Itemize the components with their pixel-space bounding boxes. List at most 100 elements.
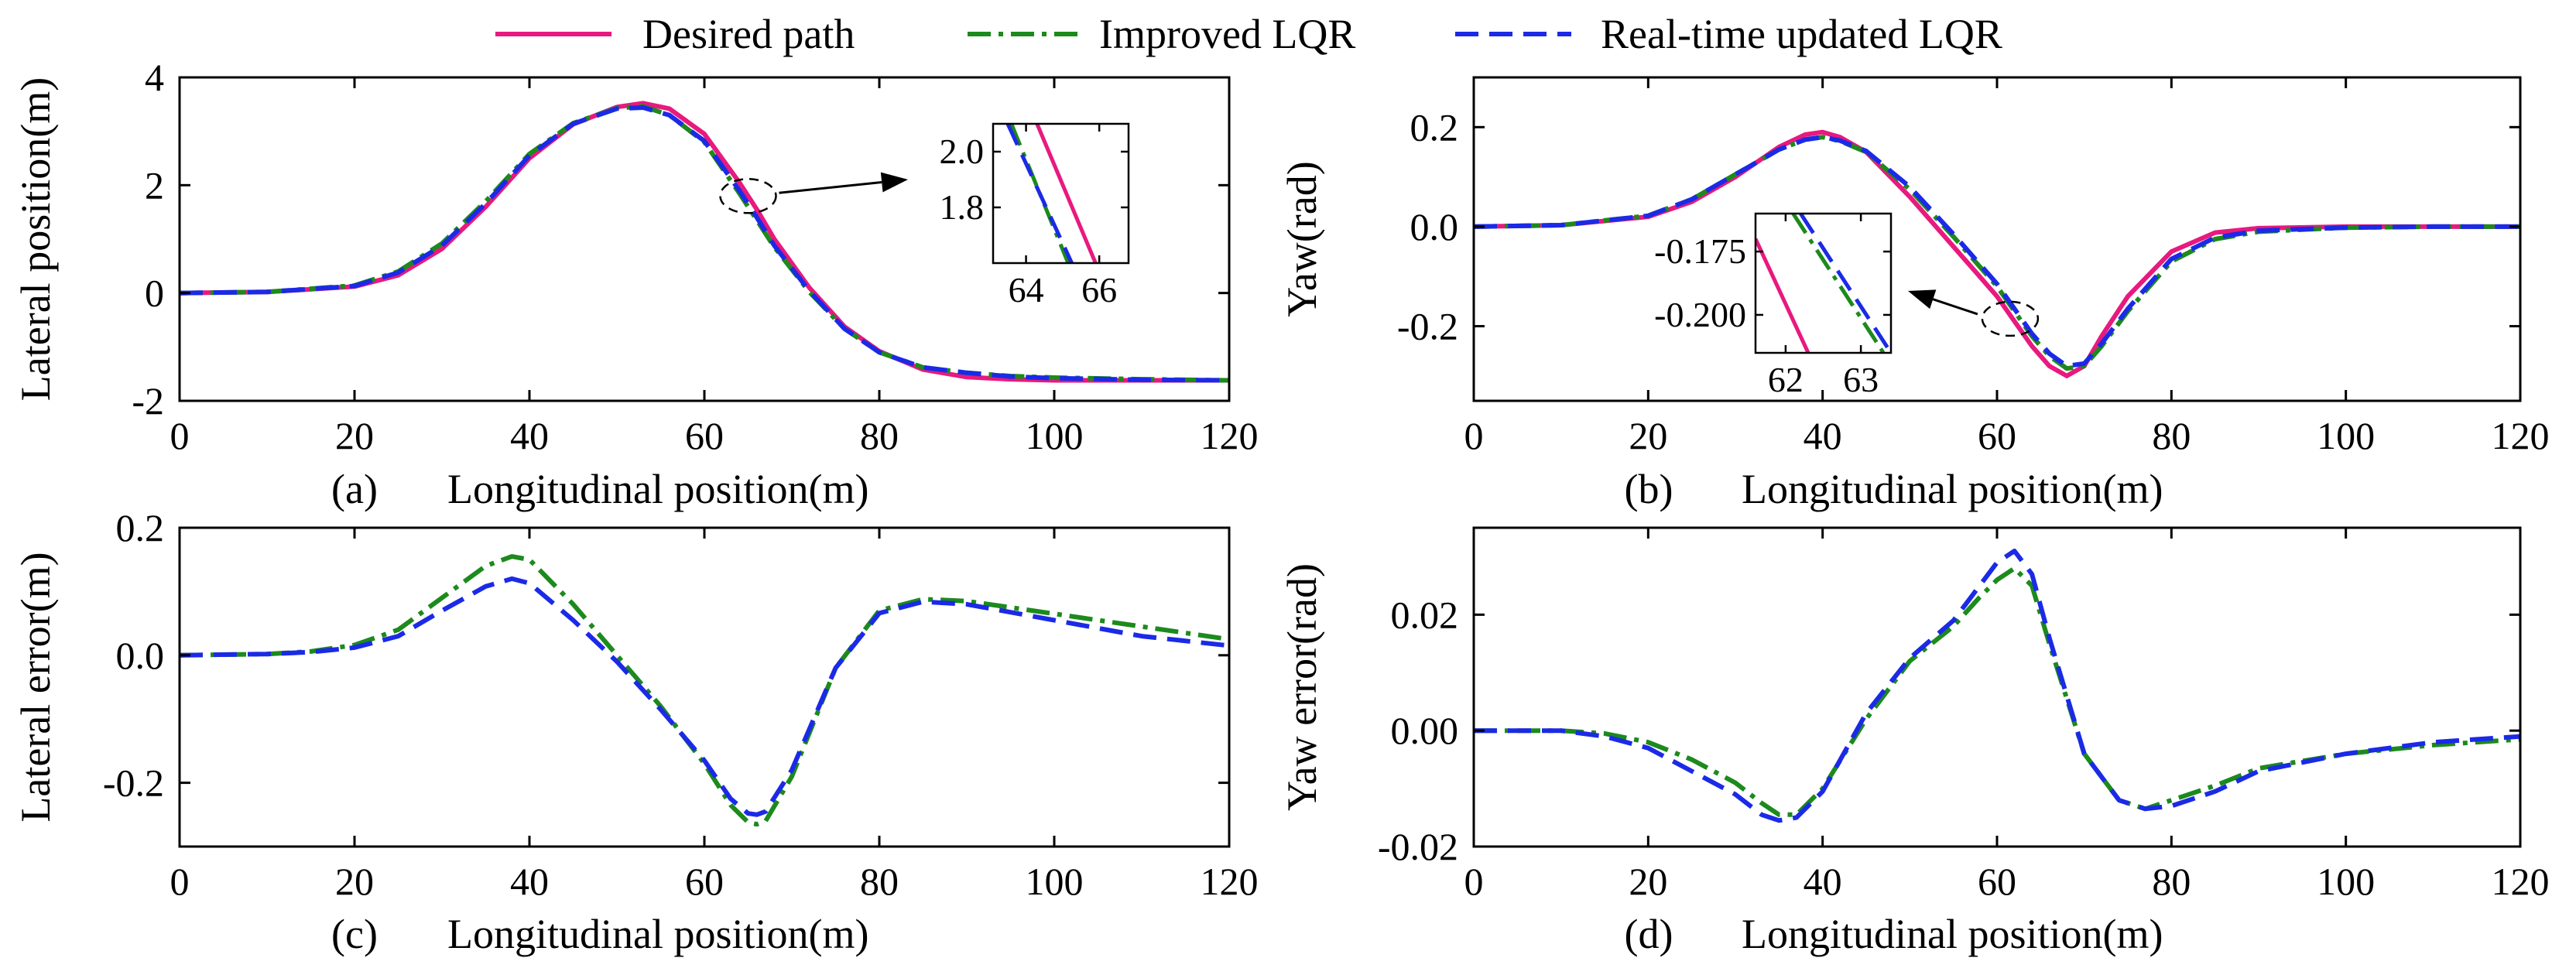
y-tick-label: 0.0	[116, 634, 165, 677]
series-group-a	[180, 101, 1229, 383]
y-axis-label-a: Lateral position(m)	[12, 77, 59, 401]
inset-y-tick-label: -0.200	[1654, 295, 1746, 334]
y-tick-label: 4	[145, 56, 164, 99]
inset-y-tick-label: -0.175	[1654, 231, 1746, 271]
y-axis-label-c: Lateral error(m)	[12, 552, 59, 822]
x-tick-label: 80	[2152, 860, 2191, 903]
legend-label-2: Improved LQR	[1099, 11, 1355, 57]
x-tick-label: 0	[1464, 860, 1484, 903]
x-tick-label: 0	[1464, 414, 1484, 457]
legend: Desired path Improved LQR Real-time update…	[495, 11, 2002, 57]
zoom-target-ellipse	[1981, 300, 2040, 337]
y-axis-label-d: Yaw error(rad)	[1279, 563, 1325, 811]
inset-x-tick-label: 63	[1843, 360, 1879, 399]
series-b-solid-line	[1474, 129, 2520, 378]
panel-c: 0 20 40 60 80 100 120 -0.2 0.0 0.2 (c) Longitudinal…	[12, 506, 1259, 957]
y-tick-label: -0.2	[1397, 305, 1458, 348]
inset-series-solid-line	[1756, 238, 1810, 353]
x-tick-label: 120	[2492, 860, 2550, 903]
inset-series-dashdot-line	[1791, 214, 1886, 353]
zoom-arrow-head	[1908, 289, 1937, 310]
x-tick-label: 20	[335, 860, 374, 903]
y-tick-label: 0.2	[116, 506, 165, 549]
inset-series-solid-line	[1035, 124, 1098, 263]
x-tick-label: 100	[2317, 414, 2375, 457]
panel-caption-d: (d)	[1625, 911, 1673, 957]
x-tick-label: 100	[1026, 860, 1084, 903]
inset-frame	[1754, 212, 1893, 354]
x-tick-label: 20	[1629, 860, 1667, 903]
series-group-b	[1474, 129, 2520, 378]
inset-frame	[992, 122, 1130, 265]
x-tick-label: 20	[1629, 414, 1667, 457]
panel-caption-b: (b)	[1625, 466, 1673, 512]
legend-label-1: Desired path	[642, 11, 855, 57]
series-a-solid-line	[180, 101, 1229, 383]
series-a-dashed-line	[180, 105, 1229, 383]
inset-b: 62 63 -0.200 -0.175	[1654, 212, 1893, 399]
x-tick-label: 20	[335, 414, 374, 457]
inset-series-group	[1756, 214, 1891, 353]
panel-b: 0 20 40 60 80 100 120 -0.2 0.0 0.2 (b) Longitudinal…	[1279, 76, 2550, 512]
inset-series-dashed-line	[1799, 214, 1891, 353]
x-tick-label: 80	[860, 860, 899, 903]
series-c-dashdot-line	[180, 554, 1229, 827]
inset-series-group	[1005, 124, 1098, 263]
inset-x-tick-label: 62	[1768, 360, 1804, 399]
inset-y-tick-label: 1.8	[940, 187, 985, 227]
x-tick-label: 40	[510, 414, 549, 457]
x-tick-label: 120	[1201, 860, 1259, 903]
x-tick-label: 80	[860, 414, 899, 457]
y-tick-label: -0.02	[1378, 825, 1458, 868]
y-tick-label: 0.2	[1410, 105, 1459, 149]
x-tick-label: 40	[510, 860, 549, 903]
inset-x-tick-label: 64	[1009, 270, 1044, 310]
panel-caption-a: (a)	[331, 466, 378, 512]
x-tick-label: 40	[1804, 414, 1842, 457]
series-c-dashed-line	[180, 576, 1229, 817]
series-b-dashed-line	[1474, 135, 2520, 368]
x-axis-label-b: Longitudinal position(m)	[1742, 466, 2163, 512]
inset-a: 64 66 1.8 2.0	[940, 122, 1130, 310]
x-axis-label-a: Longitudinal position(m)	[447, 466, 868, 512]
x-tick-label: 60	[685, 860, 724, 903]
x-axis-label-d: Longitudinal position(m)	[1742, 911, 2163, 957]
y-axis-label-b: Yaw(rad)	[1279, 161, 1325, 316]
axes-frame-c	[178, 526, 1231, 848]
zoom-arrow-head	[880, 172, 908, 193]
inset-background	[993, 124, 1129, 263]
x-tick-label: 0	[170, 860, 190, 903]
x-tick-label: 60	[1978, 414, 2016, 457]
zoom-arrow-line	[1932, 298, 1978, 316]
panel-caption-c: (c)	[331, 911, 378, 957]
series-group-d	[1474, 549, 2520, 823]
x-tick-label: 60	[1978, 860, 2016, 903]
y-tick-label: 0.00	[1391, 709, 1459, 752]
inset-x-tick-label: 66	[1081, 270, 1117, 310]
x-tick-label: 0	[170, 414, 190, 457]
series-d-dashed-line	[1474, 549, 2520, 823]
y-tick-label: 0	[145, 272, 164, 315]
zoom-target-ellipse	[719, 178, 777, 214]
x-tick-label: 120	[2492, 414, 2550, 457]
panel-d: 0 20 40 60 80 100 120 -0.02 0.00 0.02 (d) Longitudi…	[1279, 526, 2550, 957]
y-tick-label: 0.0	[1410, 205, 1459, 248]
series-d-dashdot-line	[1474, 566, 2520, 817]
inset-series-dashed-line	[1005, 124, 1074, 263]
x-tick-label: 40	[1804, 860, 1842, 903]
x-axis-label-c: Longitudinal position(m)	[447, 911, 868, 957]
legend-label-3: Real-time updated LQR	[1601, 11, 2002, 57]
series-group-c	[180, 554, 1229, 827]
inset-y-tick-label: 2.0	[940, 132, 985, 171]
x-tick-label: 100	[2317, 860, 2375, 903]
y-tick-label: 0.02	[1391, 593, 1459, 636]
axes-frame-b	[1472, 76, 2522, 402]
y-tick-label: -0.2	[103, 761, 164, 805]
x-tick-label: 80	[2152, 414, 2191, 457]
x-tick-label: 100	[1026, 414, 1084, 457]
x-tick-label: 60	[685, 414, 724, 457]
axes-frame-d	[1472, 526, 2522, 848]
